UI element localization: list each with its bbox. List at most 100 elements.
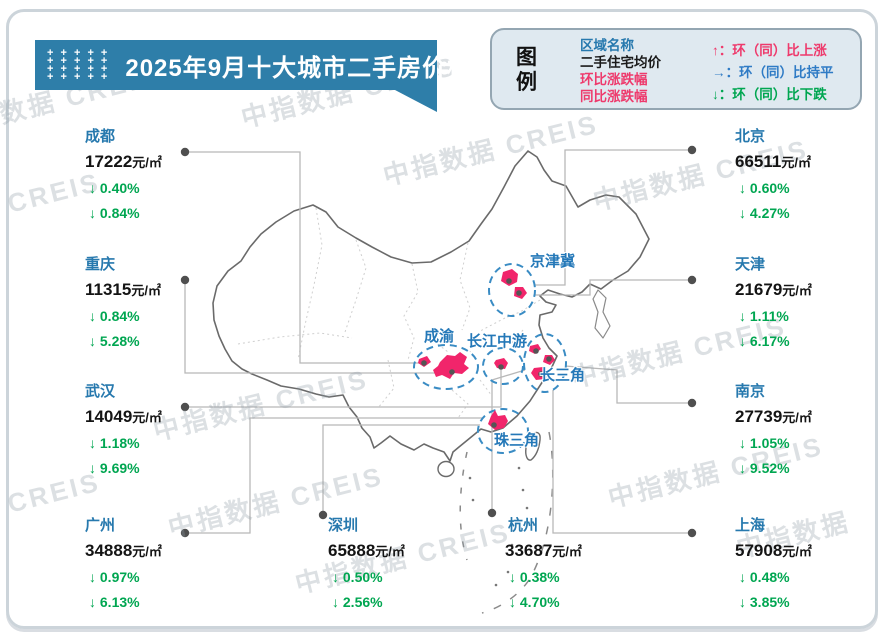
city-price: 14049元/㎡: [85, 407, 162, 426]
city-block-shenzhen: 深圳 65888元/㎡ ↓ 0.50% ↓ 2.56%: [328, 518, 488, 620]
region-circles: [413, 263, 567, 454]
city-price: 21679元/㎡: [735, 280, 812, 299]
mom-change: ↓ 0.48%: [739, 569, 790, 585]
area-beijing: [501, 269, 518, 286]
price-unit: 元/㎡: [782, 544, 812, 559]
mom-change: ↓ 0.40%: [89, 180, 140, 196]
price-unit: 元/㎡: [132, 544, 162, 559]
legend-field-mom-change: 环比涨跌幅: [580, 72, 648, 87]
price-unit: 元/㎡: [782, 410, 812, 425]
yoy-change: ↓ 9.69%: [89, 460, 140, 476]
korea-outline: [592, 289, 611, 339]
legend-field-avg-price: 二手住宅均价: [580, 55, 661, 70]
yoy-change: ↓ 3.85%: [739, 594, 790, 610]
plus-pattern-icon: + + + + + + + + + + + + + + + + + + + +: [47, 47, 110, 83]
city-name: 南京: [735, 383, 766, 400]
yoy-change: ↓ 4.27%: [739, 205, 790, 221]
region-label-changjiang: 长江中游: [467, 333, 528, 350]
city-price: 57908元/㎡: [735, 541, 812, 560]
city-block-shanghai: 上海 57908元/㎡ ↓ 0.48% ↓ 3.85%: [735, 518, 884, 620]
circle-chengyu: [413, 344, 479, 390]
yoy-change: ↓ 4.70%: [509, 594, 560, 610]
region-label-changsanjiao: 长三角: [540, 367, 586, 384]
city-name: 重庆: [85, 256, 116, 273]
connector-dots: [180, 145, 697, 538]
price-unit: 元/㎡: [552, 544, 582, 559]
legend-symbol-down: ↓：环（同）比下跌: [712, 87, 827, 102]
yoy-change: ↓ 6.17%: [739, 333, 790, 349]
connector-chengdu: [185, 151, 421, 364]
price-unit: 元/㎡: [132, 410, 162, 425]
city-name: 杭州: [508, 517, 539, 534]
city-name: 深圳: [328, 517, 359, 534]
city-block-chongqing: 重庆 11315元/㎡ ↓ 0.84% ↓ 5.28%: [85, 257, 245, 359]
connector-beijing: [534, 149, 692, 286]
price-unit: 元/㎡: [132, 155, 162, 170]
city-name: 北京: [735, 128, 766, 145]
city-name: 天津: [735, 256, 766, 273]
yoy-change: ↓ 5.28%: [89, 333, 140, 349]
legend-field-region-name: 区域名称: [580, 38, 634, 53]
mom-change: ↓ 1.11%: [739, 308, 789, 324]
area-wuhan: [494, 358, 508, 369]
title-banner: + + + + + + + + + + + + + + + + + + + + …: [35, 40, 521, 90]
circle-changsanjiao: [523, 333, 567, 393]
region-city-dots: [421, 278, 552, 428]
legend-symbol-up: ↑：环（同）比上涨: [712, 43, 827, 58]
mom-change: ↓ 0.97%: [89, 569, 140, 585]
legend-field-list: 区域名称 二手住宅均价 环比涨跌幅 同比涨跌幅: [580, 37, 690, 108]
city-block-guangzhou: 广州 34888元/㎡ ↓ 0.97% ↓ 6.13%: [85, 518, 245, 620]
hainan-outline: [437, 460, 455, 478]
area-chongqing: [433, 352, 469, 379]
legend-field-yoy-change: 同比涨跌幅: [580, 89, 648, 104]
city-price: 66511元/㎡: [735, 152, 811, 171]
connector-chongqing: [184, 280, 450, 374]
connector-nanjing: [564, 365, 692, 404]
price-unit: 元/㎡: [131, 283, 161, 298]
city-price: 65888元/㎡: [328, 541, 405, 560]
mom-change: ↓ 1.18%: [89, 435, 140, 451]
yoy-change: ↓ 0.84%: [89, 205, 140, 221]
page-title: 2025年9月十大城市二手房价格地图: [125, 54, 523, 82]
city-name: 上海: [735, 517, 766, 534]
connector-shanghai: [552, 390, 692, 534]
nine-dash-line: [459, 431, 554, 614]
banner-tail-decoration: [395, 90, 437, 112]
city-price: 34888元/㎡: [85, 541, 162, 560]
circle-jingjinji: [488, 263, 536, 317]
yoy-change: ↓ 6.13%: [89, 594, 140, 610]
yoy-change: ↓ 2.56%: [332, 594, 383, 610]
mom-change: ↓ 1.05%: [739, 435, 790, 451]
city-block-hangzhou: 杭州 33687元/㎡ ↓ 0.38% ↓ 4.70%: [505, 518, 665, 620]
mom-change: ↓ 0.50%: [332, 569, 383, 585]
city-price: 27739元/㎡: [735, 407, 812, 426]
city-price: 17222元/㎡: [85, 152, 162, 171]
price-unit: 元/㎡: [375, 544, 405, 559]
legend-symbol-list: ↑：环（同）比上涨 →：环（同）比持平 ↓：环（同）比下跌: [712, 40, 834, 108]
city-price: 11315元/㎡: [85, 280, 161, 299]
city-block-nanjing: 南京 27739元/㎡ ↓ 1.05% ↓ 9.52%: [735, 384, 884, 486]
connector-lines: [184, 149, 692, 534]
taiwan-outline: [525, 431, 541, 461]
city-name: 武汉: [85, 383, 116, 400]
yoy-change: ↓ 9.52%: [739, 460, 790, 476]
mom-change: ↓ 0.38%: [509, 569, 560, 585]
city-name: 成都: [85, 128, 116, 145]
islets: [468, 466, 529, 587]
region-label-chengyu: 成渝: [424, 328, 455, 345]
circle-changjiang: [482, 347, 524, 385]
region-label-jingjinji: 京津冀: [530, 253, 576, 270]
price-unit: 元/㎡: [782, 283, 812, 298]
connector-tianjin: [534, 279, 692, 296]
region-label-zhusanjiao: 珠三角: [494, 432, 540, 449]
city-block-chengdu: 成都 17222元/㎡ ↓ 0.40% ↓ 0.84%: [85, 129, 245, 231]
mom-change: ↓ 0.84%: [89, 308, 140, 324]
price-unit: 元/㎡: [781, 155, 811, 170]
connector-shenzhen: [322, 424, 480, 515]
legend-symbol-flat: →：环（同）比持平: [712, 65, 834, 80]
city-block-wuhan: 武汉 14049元/㎡ ↓ 1.18% ↓ 9.69%: [85, 384, 245, 486]
connector-guangzhou: [185, 417, 482, 534]
mom-change: ↓ 0.60%: [739, 180, 790, 196]
